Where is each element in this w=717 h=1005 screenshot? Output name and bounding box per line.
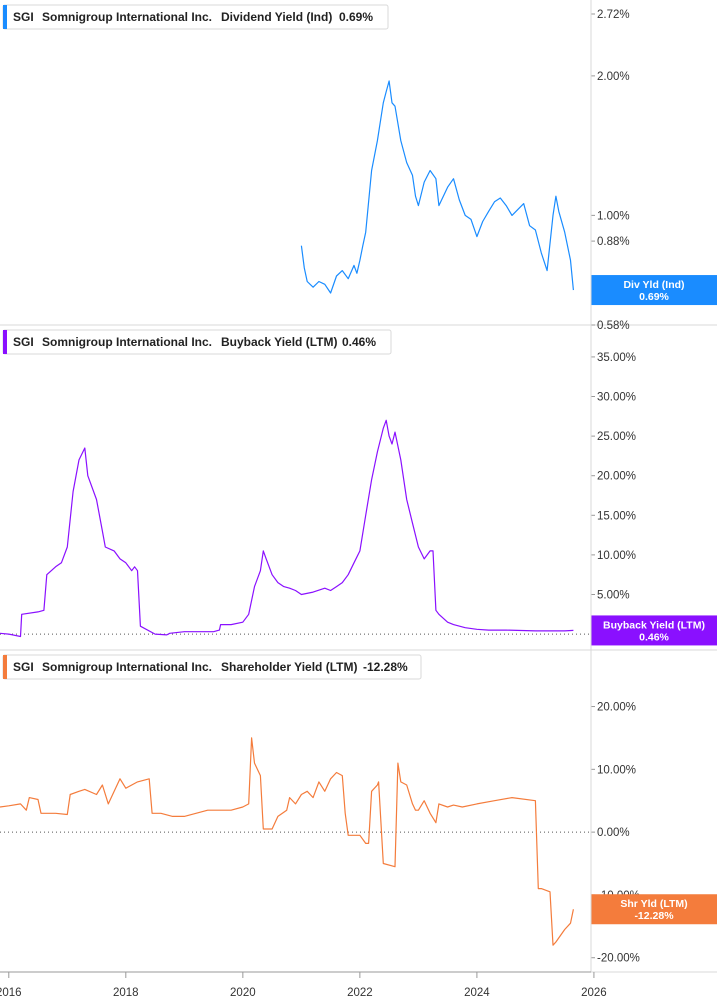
x-axis: 2016 2018 2020 2022 2024 2026 bbox=[0, 971, 607, 999]
series-line-shareholder bbox=[0, 737, 574, 946]
legend-ticker: SGI bbox=[13, 10, 34, 24]
legend-value: 0.69% bbox=[339, 10, 373, 24]
value-badge-value: -12.28% bbox=[634, 910, 674, 922]
series-line-buyback bbox=[0, 419, 574, 638]
value-badge-value: 0.69% bbox=[639, 291, 669, 303]
y-tick-label: 25.00% bbox=[597, 431, 636, 443]
legend-company: Somnigroup International Inc. bbox=[42, 335, 212, 349]
legend-color-swatch bbox=[3, 655, 7, 679]
legend-value: 0.46% bbox=[342, 335, 376, 349]
value-badge-label: Div Yld (Ind) bbox=[623, 279, 684, 291]
y-tick-label: -20.00% bbox=[597, 953, 640, 965]
value-badge bbox=[591, 275, 717, 306]
legend-metric: Buyback Yield (LTM) bbox=[221, 335, 337, 349]
legend-ticker: SGI bbox=[13, 660, 34, 674]
y-tick-label: 30.00% bbox=[597, 392, 636, 404]
x-tick-label: 2024 bbox=[464, 987, 490, 999]
y-tick-label: 0.88% bbox=[597, 236, 630, 248]
legend-color-swatch bbox=[3, 330, 7, 354]
legend-metric: Shareholder Yield (LTM) bbox=[221, 660, 357, 674]
value-badge-label: Shr Yld (LTM) bbox=[620, 898, 687, 910]
x-tick-label: 2018 bbox=[113, 987, 139, 999]
panel-shareholder: 20.00%10.00%0.00%-10.00%-20.00%Shr Yld (… bbox=[0, 654, 717, 973]
y-tick-label: 0.58% bbox=[597, 320, 630, 332]
y-tick-label: 0.00% bbox=[597, 827, 630, 839]
legend: SGI Somnigroup International Inc. Dividend… bbox=[2, 4, 389, 30]
panel-buyback: 35.00% 30.00% 25.00% 20.00% 15.00% 10.00% 5.00… bbox=[0, 329, 717, 651]
legend: SGI Somnigroup International Inc. Sharehol… bbox=[2, 654, 422, 680]
value-badge bbox=[591, 894, 717, 925]
y-tick-label: 20.00% bbox=[597, 702, 636, 714]
panel-dividend: 2.72%2.00%1.00%0.88%0.58%Div Yld (Ind)0.… bbox=[0, 4, 717, 332]
legend: SGI Somnigroup International Inc. Buyback … bbox=[2, 329, 392, 355]
x-tick-label: 2026 bbox=[581, 987, 607, 999]
y-tick-label: 5.00% bbox=[597, 589, 630, 601]
legend-metric: Dividend Yield (Ind) bbox=[221, 10, 332, 24]
legend-company: Somnigroup International Inc. bbox=[42, 660, 212, 674]
value-badge-value: 0.46% bbox=[639, 631, 669, 643]
y-tick-label: 10.00% bbox=[597, 764, 636, 776]
y-tick-label: 2.00% bbox=[597, 71, 630, 83]
legend-company: Somnigroup International Inc. bbox=[42, 10, 212, 24]
legend-ticker: SGI bbox=[13, 335, 34, 349]
value-badge bbox=[591, 615, 717, 646]
legend-value: -12.28% bbox=[363, 660, 408, 674]
x-tick-label: 2022 bbox=[347, 987, 373, 999]
y-tick-label: 15.00% bbox=[597, 510, 636, 522]
y-tick-label: 10.00% bbox=[597, 550, 636, 562]
series-line-dividend bbox=[300, 80, 574, 294]
y-tick-label: 35.00% bbox=[597, 352, 636, 364]
x-tick-label: 2020 bbox=[230, 987, 256, 999]
y-tick-label: 2.72% bbox=[597, 9, 630, 21]
legend-color-swatch bbox=[3, 5, 7, 29]
y-tick-label: 1.00% bbox=[597, 210, 630, 222]
value-badge-label: Buyback Yield (LTM) bbox=[603, 619, 705, 631]
x-tick-label: 2016 bbox=[0, 987, 22, 999]
y-tick-label: 20.00% bbox=[597, 471, 636, 483]
